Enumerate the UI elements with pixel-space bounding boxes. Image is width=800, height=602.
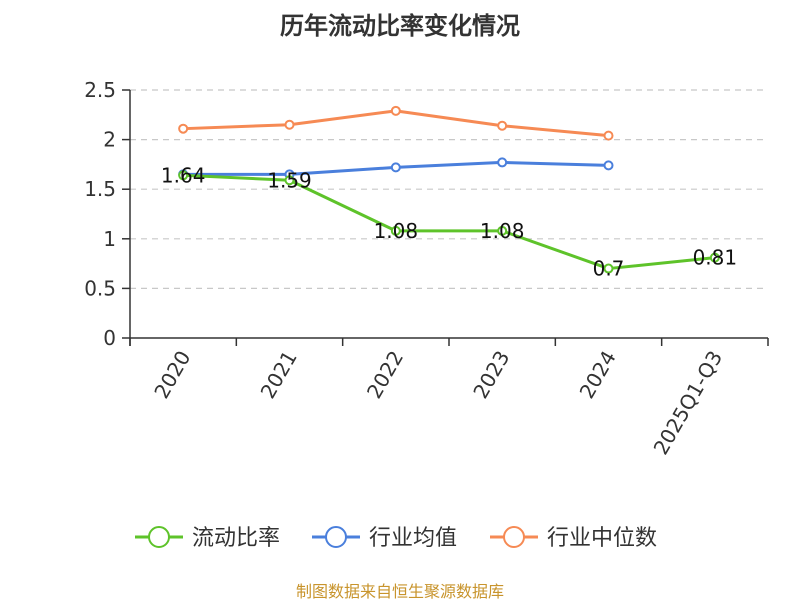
series-line-0 <box>183 173 715 271</box>
data-point <box>284 119 295 130</box>
data-point <box>284 175 295 186</box>
y-tick-label: 1.5 <box>84 177 116 201</box>
data-point <box>178 170 189 181</box>
legend-label: 行业中位数 <box>547 526 657 551</box>
legend-swatch-marker <box>503 526 525 548</box>
series-lines <box>178 105 720 274</box>
footer-source: 制图数据来自恒生聚源数据库 <box>295 582 504 601</box>
y-tick-label: 2.5 <box>84 78 116 102</box>
data-point <box>390 162 401 173</box>
data-point <box>390 105 401 116</box>
data-label: 1.59 <box>267 168 312 192</box>
data-label: 0.81 <box>693 246 738 270</box>
data-point <box>603 130 614 141</box>
data-label: 1.08 <box>374 219 419 243</box>
y-tick-label: 0.5 <box>84 276 116 300</box>
axes: 0 0.5 1 1.5 2 2.5 2020 2021 2022 2023 2024 2025Q1-Q… <box>84 78 769 459</box>
legend-label: 行业均值 <box>369 526 457 551</box>
legend-swatch-marker <box>148 526 170 548</box>
data-label: 1.08 <box>480 219 525 243</box>
x-tick-label: 2022 <box>362 347 408 403</box>
y-tick-label: 0 <box>103 326 116 350</box>
legend: 流动比率 行业均值 行业中位数 <box>135 526 657 551</box>
data-label: 1.64 <box>161 163 206 187</box>
chart-title: 历年流动比率变化情况 <box>280 12 520 40</box>
x-tick-label: 2021 <box>256 347 302 403</box>
x-tick-label: 2025Q1-Q3 <box>648 347 727 459</box>
y-tick-label: 2 <box>103 128 116 152</box>
data-point <box>709 252 720 263</box>
data-label: 0.7 <box>593 257 625 281</box>
x-tick-label: 2024 <box>575 347 621 403</box>
data-point <box>390 225 401 236</box>
x-tick-label: 2020 <box>149 347 195 403</box>
data-point <box>603 160 614 171</box>
data-point <box>497 225 508 236</box>
legend-label: 流动比率 <box>192 526 280 551</box>
y-tick-label: 1 <box>103 227 116 251</box>
data-point <box>178 123 189 134</box>
data-point <box>497 120 508 131</box>
grid-lines <box>130 89 768 289</box>
data-point <box>497 157 508 168</box>
legend-swatch-marker <box>325 526 347 548</box>
x-tick-label: 2023 <box>468 346 514 402</box>
data-labels: 1.64 1.59 1.08 1.08 0.7 0.81 <box>161 163 737 280</box>
data-point <box>603 263 614 274</box>
